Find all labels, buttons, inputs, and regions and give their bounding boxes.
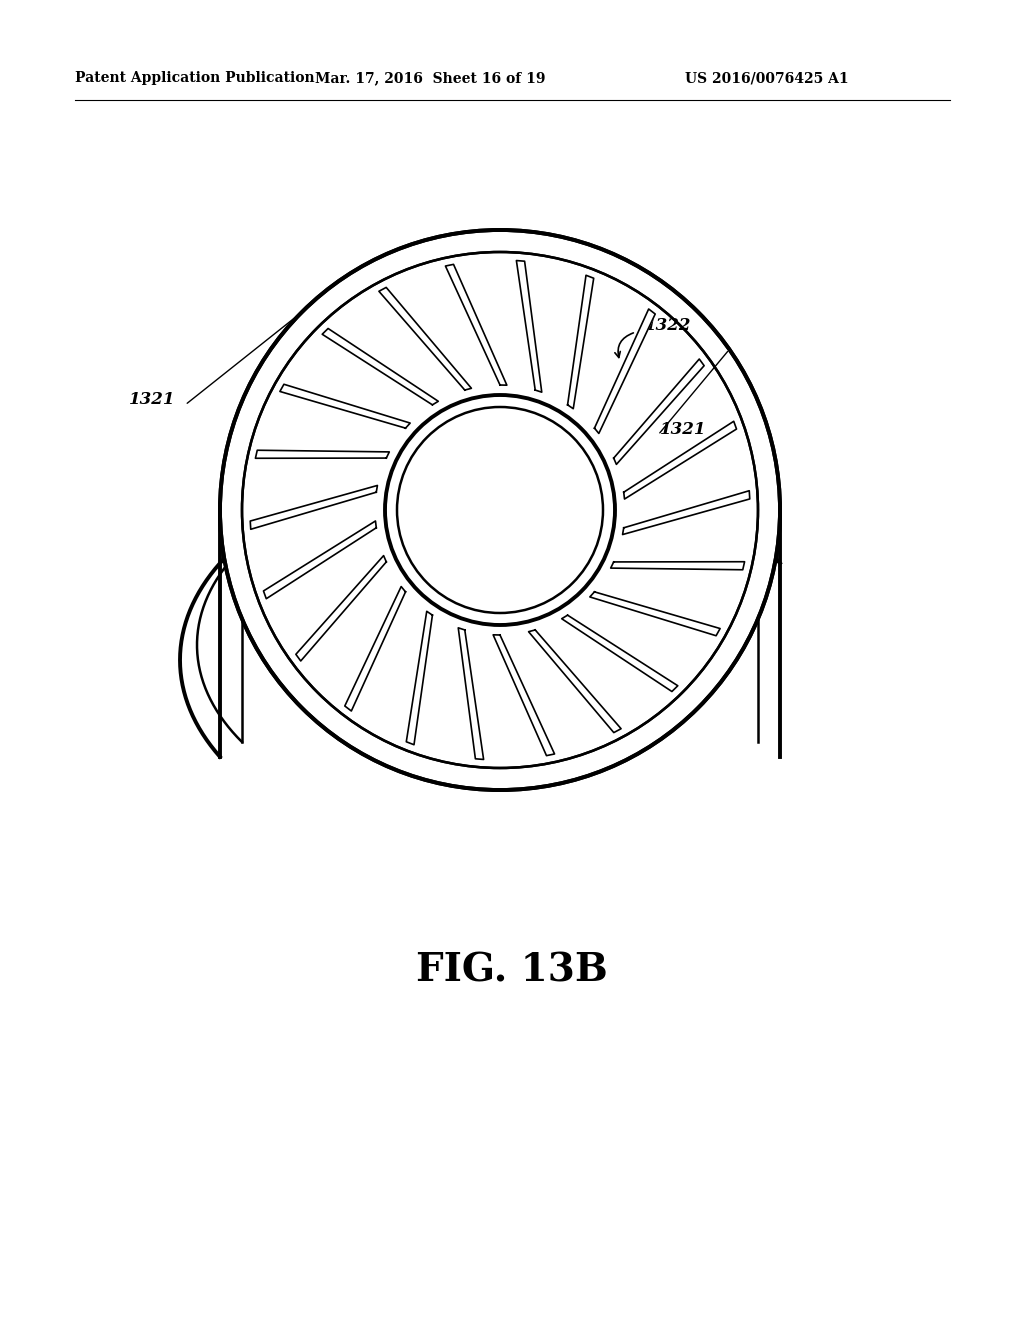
Polygon shape — [445, 264, 507, 385]
Polygon shape — [345, 586, 406, 711]
Polygon shape — [567, 276, 594, 409]
Text: US 2016/0076425 A1: US 2016/0076425 A1 — [685, 71, 849, 84]
Circle shape — [220, 230, 780, 789]
Polygon shape — [379, 288, 471, 391]
Polygon shape — [562, 615, 678, 692]
Polygon shape — [407, 611, 432, 744]
Text: Patent Application Publication: Patent Application Publication — [75, 71, 314, 84]
Polygon shape — [528, 630, 622, 733]
Text: FIG. 13B: FIG. 13B — [416, 950, 608, 989]
Polygon shape — [263, 521, 376, 599]
Polygon shape — [296, 556, 386, 661]
Polygon shape — [595, 309, 655, 433]
Polygon shape — [610, 562, 744, 570]
Text: 1321: 1321 — [660, 421, 707, 438]
Polygon shape — [255, 450, 389, 458]
Text: Mar. 17, 2016  Sheet 16 of 19: Mar. 17, 2016 Sheet 16 of 19 — [314, 71, 545, 84]
Text: 1322: 1322 — [645, 317, 691, 334]
Polygon shape — [623, 491, 750, 535]
Polygon shape — [624, 421, 736, 499]
Polygon shape — [323, 329, 438, 405]
Polygon shape — [459, 628, 483, 759]
Polygon shape — [613, 359, 705, 465]
Polygon shape — [280, 384, 411, 428]
Circle shape — [385, 395, 615, 624]
Text: 1321: 1321 — [128, 392, 175, 408]
Polygon shape — [590, 591, 720, 636]
Polygon shape — [494, 635, 555, 755]
Polygon shape — [516, 260, 542, 392]
Polygon shape — [250, 486, 378, 529]
